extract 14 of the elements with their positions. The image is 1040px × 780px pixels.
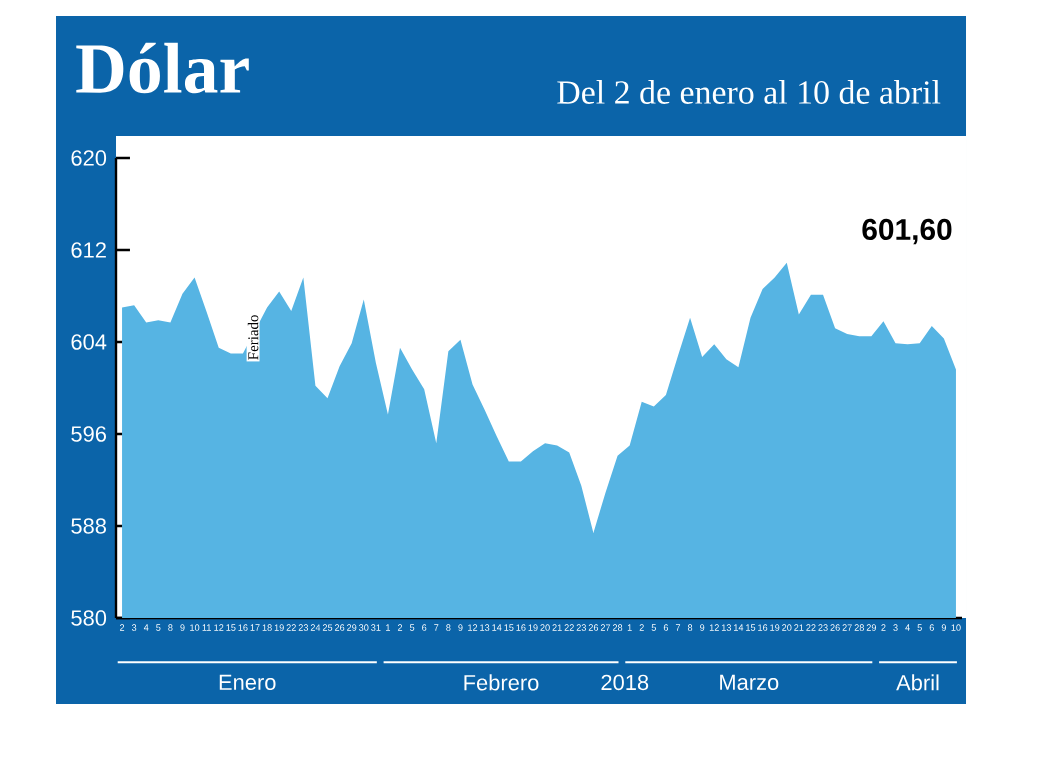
chart-title: Dólar <box>76 42 249 94</box>
text: Febrero <box>464 674 539 691</box>
text: Marzo <box>720 674 779 691</box>
chart-subtitle: Del 2 de enero al 10 de abril <box>557 80 941 104</box>
y-tick-label: 620 <box>71 150 107 166</box>
y-tick-label: 612 <box>71 242 106 258</box>
text: Enero <box>219 674 276 691</box>
y-tick-label: 604 <box>71 334 107 350</box>
text: Abril <box>896 674 939 691</box>
y-tick-label: 588 <box>71 518 106 534</box>
y-tick-label: 580 <box>71 610 107 626</box>
text: 2018 <box>601 674 649 691</box>
y-tick-label: 596 <box>71 426 106 442</box>
annotation: 601,60 <box>862 218 952 245</box>
